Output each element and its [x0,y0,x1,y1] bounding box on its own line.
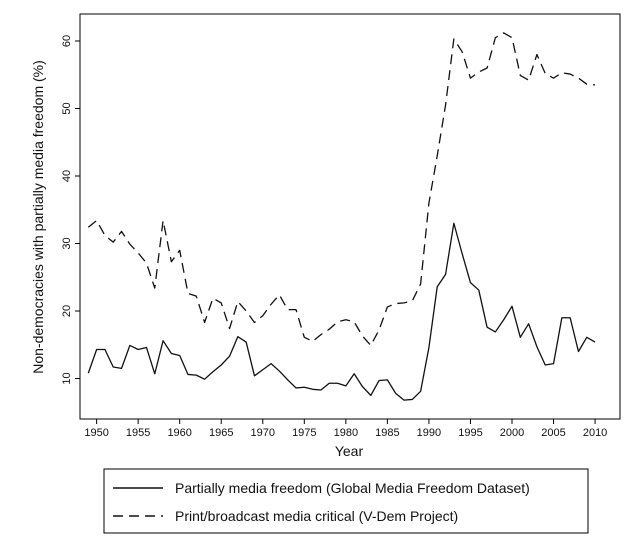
x-tick-label: 2005 [541,427,565,439]
x-tick-label: 1995 [458,427,482,439]
x-tick-label: 1960 [167,427,191,439]
y-tick-label: 60 [61,35,73,47]
x-tick-label: 1970 [251,427,275,439]
x-tick-label: 2010 [583,427,607,439]
x-tick-label: 1975 [292,427,316,439]
y-tick-label: 50 [61,102,73,114]
series-layer [87,32,596,401]
x-tick-label: 1990 [417,427,441,439]
x-tick-label: 2000 [500,427,524,439]
legend-label-dashed: Print/broadcast media critical (V-Dem Pr… [175,508,458,524]
legend-label-solid: Partially media freedom (Global Media Fr… [175,480,530,496]
y-tick-label: 20 [61,305,73,317]
x-tick-label: 1955 [126,427,150,439]
x-tick-label: 1980 [334,427,358,439]
x-tick-label: 1965 [209,427,233,439]
x-tick-label: 1985 [375,427,399,439]
y-axis-title: Non-democracies with partially media fre… [30,60,46,374]
y-tick-label: 10 [61,372,73,384]
y-tick-label: 40 [61,170,73,182]
x-axis-ticks: 1950 1955 1960 1965 1970 1975 1980 1985 1990 1995… [84,419,607,439]
legend: Partially media freedom (Global Media Fr… [103,468,589,534]
y-axis-ticks: 10 20 30 40 50 60 [61,35,80,385]
legend-frame [103,468,589,534]
y-tick-label: 30 [61,237,73,249]
series-line-partially-media-freedom [87,222,596,401]
x-tick-label: 1950 [84,427,108,439]
x-axis-title: Year [335,443,364,459]
series-line-media-critical [87,32,596,347]
